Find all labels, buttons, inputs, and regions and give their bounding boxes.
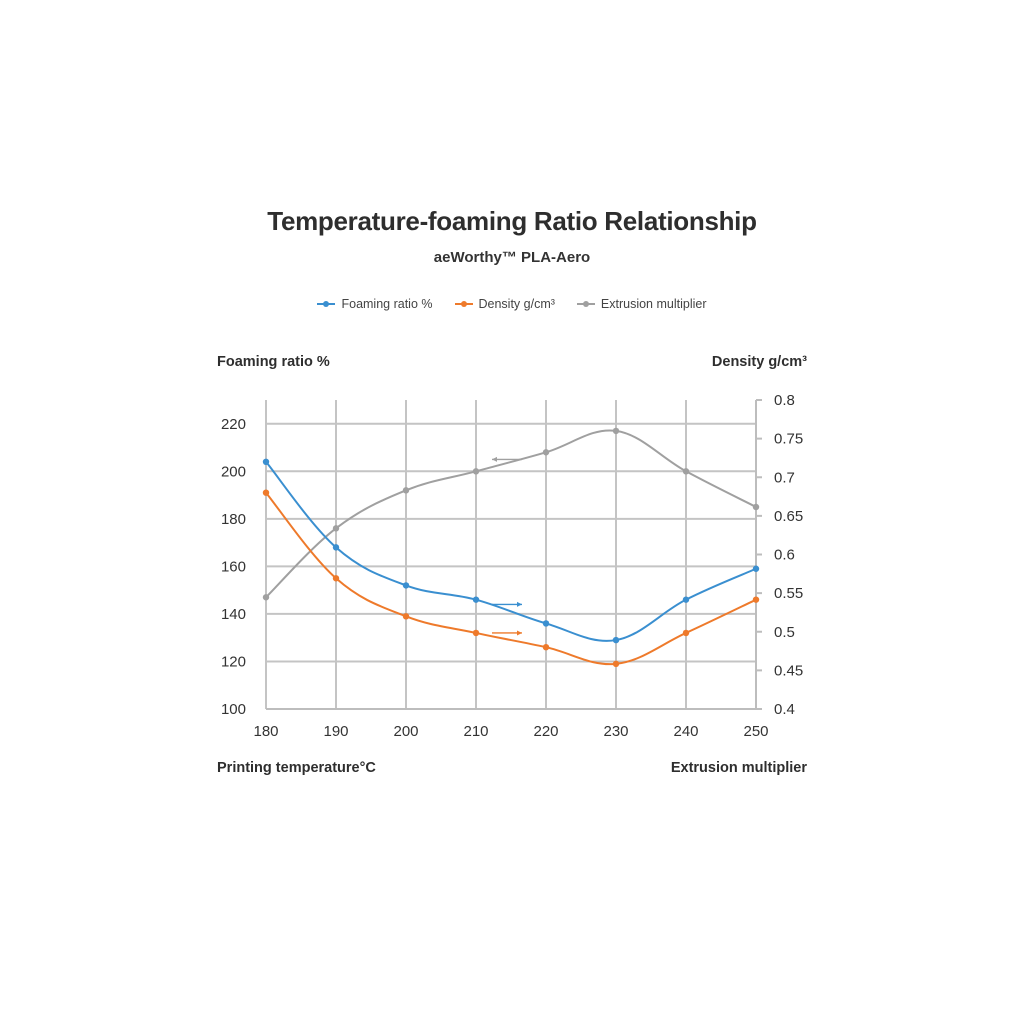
legend-item-extrusion: Extrusion multiplier <box>576 297 707 311</box>
legend: Foaming ratio % Density g/cm³ Extrusion … <box>0 297 1024 311</box>
point-foaming <box>402 582 410 589</box>
legend-swatch-foaming <box>317 301 336 307</box>
y-right-tick-label: 0.5 <box>774 624 795 641</box>
legend-item-density: Density g/cm³ <box>454 297 555 311</box>
legend-label-density: Density g/cm³ <box>478 297 555 311</box>
y-right-tick-label: 0.55 <box>774 585 803 602</box>
x-tick-label: 190 <box>323 723 348 740</box>
x-tick-label: 210 <box>463 723 488 740</box>
y-left-tick-label: 200 <box>221 463 246 480</box>
y-left-tick-label: 140 <box>221 606 246 623</box>
legend-item-foaming: Foaming ratio % <box>317 297 433 311</box>
point-extrusion <box>262 594 270 601</box>
annotation-arrow-head <box>517 601 522 607</box>
legend-label-extrusion: Extrusion multiplier <box>600 297 707 311</box>
y-right-tick-label: 0.75 <box>774 431 803 448</box>
y-right-tick-label: 0.6 <box>774 547 795 564</box>
chart-title: Temperature-foaming Ratio Relationship <box>267 206 757 236</box>
y-right-tick-label: 0.8 <box>774 392 795 409</box>
point-density <box>542 644 550 651</box>
x-tick-label: 250 <box>743 723 768 740</box>
point-foaming <box>682 596 690 603</box>
point-foaming <box>472 596 480 603</box>
chart-subtitle: aeWorthy™ PLA-Aero <box>433 249 591 266</box>
legend-swatch-extrusion <box>576 301 595 307</box>
y-axis-right-title: Density g/cm³ <box>711 354 807 370</box>
y-right-tick-label: 0.45 <box>774 662 803 679</box>
legend-swatch-density <box>454 301 473 307</box>
point-density <box>332 575 340 582</box>
x-tick-label: 200 <box>393 723 418 740</box>
y-left-tick-label: 160 <box>221 558 246 575</box>
point-extrusion <box>472 468 480 475</box>
x-tick-label: 240 <box>673 723 698 740</box>
y-left-tick-label: 220 <box>221 416 246 433</box>
y-left-tick-label: 180 <box>221 511 246 528</box>
point-extrusion <box>542 449 550 456</box>
y-right-tick-label: 0.7 <box>774 469 795 486</box>
point-density <box>752 596 760 603</box>
point-extrusion <box>402 487 410 494</box>
point-extrusion <box>752 503 760 511</box>
point-density <box>612 660 620 668</box>
annotation-arrow-head <box>492 456 497 462</box>
point-extrusion <box>682 468 690 475</box>
x-tick-label: 180 <box>253 723 278 740</box>
point-extrusion <box>332 525 340 532</box>
point-foaming <box>542 620 550 627</box>
x-axis-title: Printing temperature°C <box>217 760 376 776</box>
y-axis-left-title: Foaming ratio % <box>217 354 330 370</box>
point-foaming <box>752 565 760 572</box>
point-density <box>262 489 270 496</box>
extrusion-axis-title: Extrusion multiplier <box>670 760 807 776</box>
point-extrusion <box>612 427 620 435</box>
legend-label-foaming: Foaming ratio % <box>341 297 433 311</box>
y-right-tick-label: 0.4 <box>774 701 795 718</box>
x-tick-label: 220 <box>533 723 558 740</box>
x-tick-label: 230 <box>603 723 628 740</box>
point-foaming <box>262 458 270 465</box>
point-density <box>402 613 410 620</box>
y-left-tick-label: 100 <box>221 701 246 718</box>
annotation-arrow-head <box>517 630 522 636</box>
y-right-tick-label: 0.65 <box>774 508 803 525</box>
series-line-extrusion <box>265 429 757 598</box>
point-density <box>472 629 480 637</box>
y-left-tick-label: 120 <box>221 653 246 670</box>
point-foaming <box>332 544 340 551</box>
point-density <box>682 629 690 637</box>
point-foaming <box>612 636 620 644</box>
